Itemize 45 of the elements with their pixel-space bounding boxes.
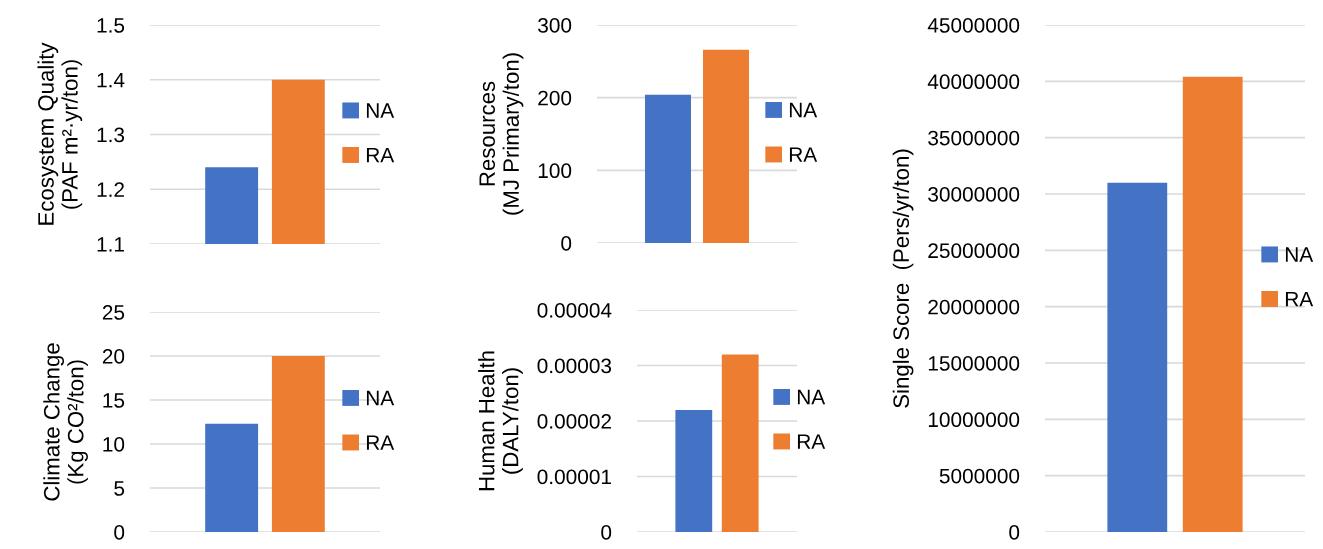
y-tick-label: 25 [102,305,125,320]
legend-label: NA [789,102,818,118]
y-tick-label: 30000000 [928,187,1020,202]
legend-label: RA [789,147,818,162]
y-tick-label: 1.5 [97,18,125,33]
y-axis-title: Single Score (Pers/yr/ton) [892,149,914,408]
y-tick-label: 10000000 [928,412,1020,428]
y-tick-label: 0 [601,525,612,540]
legend-label: RA [1285,291,1314,307]
legend-label: NA [797,389,826,405]
y-axis-title: Human Health (DALY/ton) [478,351,523,491]
y-tick-label: 200 [538,90,572,106]
legend-label: RA [366,435,395,450]
legend-label: NA [366,103,395,118]
y-tick-label: 5 [114,481,125,496]
y-tick-label: 20 [102,349,125,364]
y-tick-label: 5000000 [939,468,1020,484]
legend-label: RA [797,434,826,449]
y-tick-label: 300 [538,18,572,33]
y-axis-title: Climate Change (Kg CO²/ton) [43,343,88,501]
y-axis-title: Ecosystem Quality (PAF m²·yr/ton) [37,42,83,225]
legend-label: NA [1285,247,1314,262]
y-tick-label: 0.00001 [537,469,611,485]
y-tick-label: 0 [1009,525,1020,540]
y-tick-label: 0.00004 [537,303,612,318]
y-tick-label: 45000000 [927,18,1020,33]
y-tick-label: 25000000 [928,243,1020,259]
y-tick-label: 1.2 [97,182,124,197]
legend-label: NA [366,390,395,406]
y-tick-label: 40000000 [927,74,1020,90]
y-tick-label: 1.1 [97,237,124,252]
y-tick-label: 10 [103,437,125,452]
y-tick-label: 100 [538,163,572,179]
y-tick-label: 1.4 [97,72,125,88]
y-axis-title: Resources (MJ Primary/ton) [479,53,524,215]
y-tick-label: 15 [103,393,125,408]
y-tick-label: 0 [561,236,572,251]
y-tick-label: 0.00003 [537,358,612,374]
y-tick-label: 35000000 [928,130,1020,146]
y-tick-label: 15000000 [928,356,1020,371]
legend-label: RA [366,147,395,163]
y-tick-label: 20000000 [928,299,1020,315]
y-tick-label: 0.00002 [537,414,611,429]
y-tick-label: 1.3 [97,127,125,143]
y-tick-label: 0 [114,525,125,540]
